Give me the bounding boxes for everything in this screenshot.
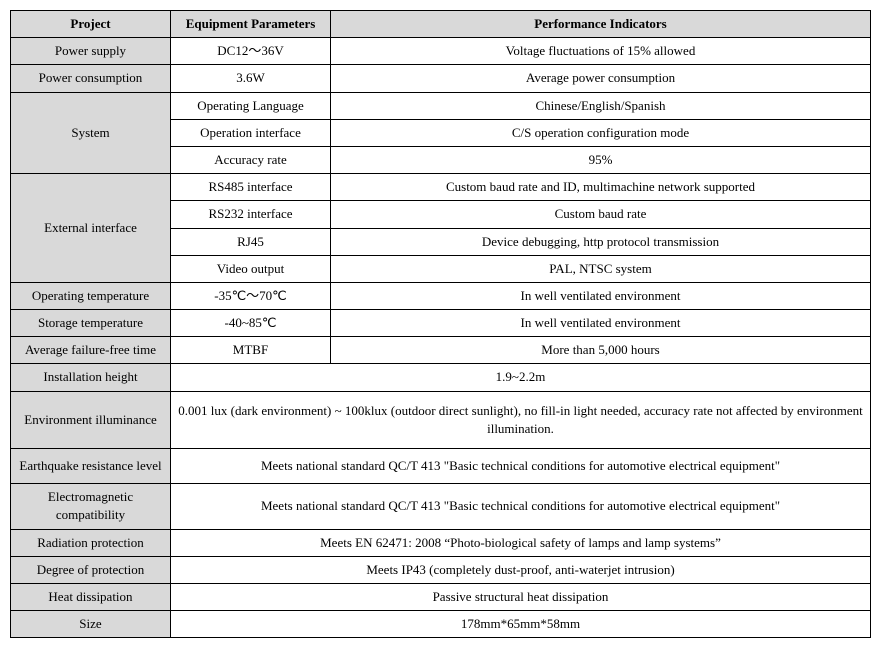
merged-cell: 178mm*65mm*58mm <box>171 611 871 638</box>
project-cell: Operating temperature <box>11 282 171 309</box>
table-row: Degree of protection Meets IP43 (complet… <box>11 556 871 583</box>
table-row: Earthquake resistance level Meets nation… <box>11 449 871 484</box>
params-cell: RS232 interface <box>171 201 331 228</box>
table-row: Environment illuminance 0.001 lux (dark … <box>11 391 871 448</box>
project-cell: System <box>11 92 171 174</box>
merged-cell: 1.9~2.2m <box>171 364 871 391</box>
params-cell: Operating Language <box>171 92 331 119</box>
table-row: Heat dissipation Passive structural heat… <box>11 583 871 610</box>
project-cell: Power supply <box>11 38 171 65</box>
indicators-cell: Average power consumption <box>331 65 871 92</box>
project-cell: Degree of protection <box>11 556 171 583</box>
merged-cell: Meets national standard QC/T 413 "Basic … <box>171 449 871 484</box>
merged-cell: Meets IP43 (completely dust-proof, anti-… <box>171 556 871 583</box>
indicators-cell: In well ventilated environment <box>331 282 871 309</box>
header-project: Project <box>11 11 171 38</box>
params-cell: RJ45 <box>171 228 331 255</box>
project-cell: Installation height <box>11 364 171 391</box>
table-row: System Operating Language Chinese/Englis… <box>11 92 871 119</box>
params-cell: RS485 interface <box>171 174 331 201</box>
indicators-cell: Custom baud rate <box>331 201 871 228</box>
table-header-row: Project Equipment Parameters Performance… <box>11 11 871 38</box>
table-row: Operating temperature -35℃～70℃ In well v… <box>11 282 871 309</box>
params-cell: Video output <box>171 255 331 282</box>
params-cell: -35℃～70℃ <box>171 282 331 309</box>
table-row: Electromagnetic compatibility Meets nati… <box>11 484 871 529</box>
indicators-cell: Chinese/English/Spanish <box>331 92 871 119</box>
indicators-cell: C/S operation configuration mode <box>331 119 871 146</box>
params-cell: 3.6W <box>171 65 331 92</box>
project-cell: Earthquake resistance level <box>11 449 171 484</box>
params-cell: Operation interface <box>171 119 331 146</box>
project-cell: External interface <box>11 174 171 283</box>
project-cell: Storage temperature <box>11 310 171 337</box>
indicators-cell: Device debugging, http protocol transmis… <box>331 228 871 255</box>
table-row: Power consumption 3.6W Average power con… <box>11 65 871 92</box>
table-row: Storage temperature -40~85℃ In well vent… <box>11 310 871 337</box>
params-cell: Accuracy rate <box>171 146 331 173</box>
table-row: Size 178mm*65mm*58mm <box>11 611 871 638</box>
project-cell: Heat dissipation <box>11 583 171 610</box>
indicators-cell: PAL, NTSC system <box>331 255 871 282</box>
table-row: Average failure-free time MTBF More than… <box>11 337 871 364</box>
merged-cell: Passive structural heat dissipation <box>171 583 871 610</box>
params-cell: DC12～36V <box>171 38 331 65</box>
project-cell: Radiation protection <box>11 529 171 556</box>
merged-cell: Meets EN 62471: 2008 “Photo-biological s… <box>171 529 871 556</box>
project-cell: Size <box>11 611 171 638</box>
header-params: Equipment Parameters <box>171 11 331 38</box>
indicators-cell: In well ventilated environment <box>331 310 871 337</box>
project-cell: Electromagnetic compatibility <box>11 484 171 529</box>
project-cell: Average failure-free time <box>11 337 171 364</box>
table-row: Power supply DC12～36V Voltage fluctuatio… <box>11 38 871 65</box>
params-cell: MTBF <box>171 337 331 364</box>
project-cell: Environment illuminance <box>11 391 171 448</box>
merged-cell: Meets national standard QC/T 413 "Basic … <box>171 484 871 529</box>
indicators-cell: Custom baud rate and ID, multimachine ne… <box>331 174 871 201</box>
indicators-cell: 95% <box>331 146 871 173</box>
header-indicators: Performance Indicators <box>331 11 871 38</box>
spec-table: Project Equipment Parameters Performance… <box>10 10 871 638</box>
indicators-cell: More than 5,000 hours <box>331 337 871 364</box>
merged-cell: 0.001 lux (dark environment) ~ 100klux (… <box>171 391 871 448</box>
params-cell: -40~85℃ <box>171 310 331 337</box>
project-cell: Power consumption <box>11 65 171 92</box>
table-row: Installation height 1.9~2.2m <box>11 364 871 391</box>
table-row: External interface RS485 interface Custo… <box>11 174 871 201</box>
table-row: Radiation protection Meets EN 62471: 200… <box>11 529 871 556</box>
indicators-cell: Voltage fluctuations of 15% allowed <box>331 38 871 65</box>
